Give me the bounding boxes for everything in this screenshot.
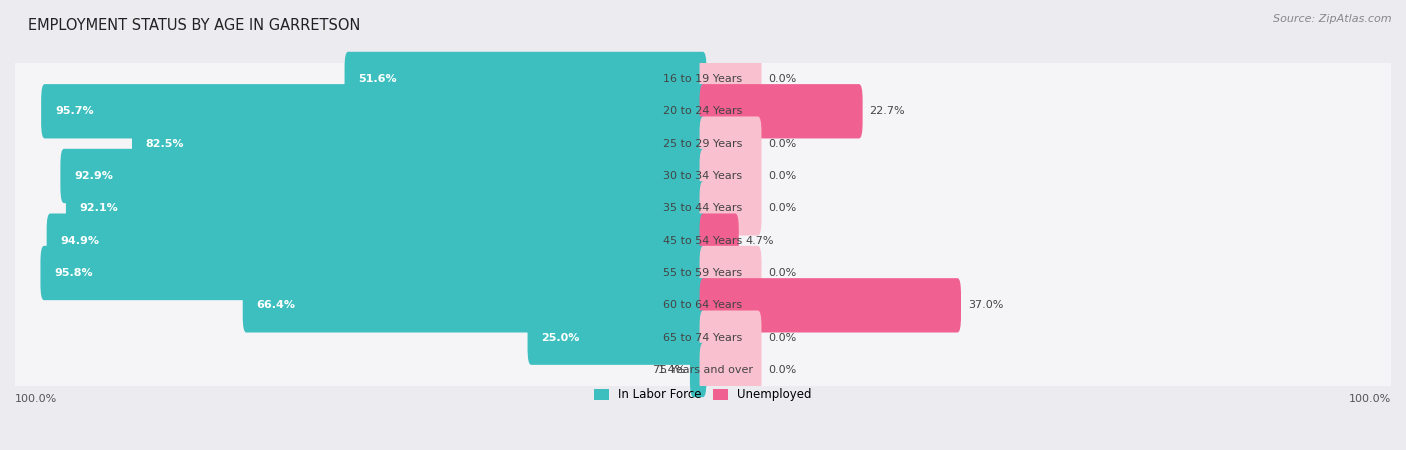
FancyBboxPatch shape <box>66 181 706 235</box>
Text: 65 to 74 Years: 65 to 74 Years <box>664 333 742 342</box>
Text: 45 to 54 Years: 45 to 54 Years <box>664 236 742 246</box>
Text: 37.0%: 37.0% <box>967 300 1004 310</box>
FancyBboxPatch shape <box>46 213 706 268</box>
Text: 92.1%: 92.1% <box>80 203 118 213</box>
Text: 0.0%: 0.0% <box>768 268 797 278</box>
FancyBboxPatch shape <box>690 343 706 397</box>
FancyBboxPatch shape <box>0 296 1406 380</box>
Text: 66.4%: 66.4% <box>256 300 295 310</box>
Text: 0.0%: 0.0% <box>768 139 797 148</box>
Text: 25 to 29 Years: 25 to 29 Years <box>664 139 742 148</box>
FancyBboxPatch shape <box>41 84 706 139</box>
FancyBboxPatch shape <box>0 69 1406 153</box>
Text: 4.7%: 4.7% <box>745 236 775 246</box>
FancyBboxPatch shape <box>700 343 762 397</box>
Text: 55 to 59 Years: 55 to 59 Years <box>664 268 742 278</box>
Text: 20 to 24 Years: 20 to 24 Years <box>664 106 742 116</box>
FancyBboxPatch shape <box>700 117 762 171</box>
Text: 22.7%: 22.7% <box>869 106 905 116</box>
Legend: In Labor Force, Unemployed: In Labor Force, Unemployed <box>589 384 817 406</box>
Text: 100.0%: 100.0% <box>15 394 58 404</box>
Text: 30 to 34 Years: 30 to 34 Years <box>664 171 742 181</box>
FancyBboxPatch shape <box>0 102 1406 186</box>
FancyBboxPatch shape <box>700 213 738 268</box>
FancyBboxPatch shape <box>700 149 762 203</box>
Text: 94.9%: 94.9% <box>60 236 100 246</box>
Text: 25.0%: 25.0% <box>541 333 579 342</box>
Text: 0.0%: 0.0% <box>768 203 797 213</box>
Text: 95.7%: 95.7% <box>55 106 94 116</box>
FancyBboxPatch shape <box>700 278 960 333</box>
Text: 35 to 44 Years: 35 to 44 Years <box>664 203 742 213</box>
Text: 0.0%: 0.0% <box>768 333 797 342</box>
Text: 0.0%: 0.0% <box>768 171 797 181</box>
FancyBboxPatch shape <box>527 310 706 365</box>
FancyBboxPatch shape <box>344 52 706 106</box>
FancyBboxPatch shape <box>243 278 706 333</box>
FancyBboxPatch shape <box>700 310 762 365</box>
FancyBboxPatch shape <box>700 52 762 106</box>
Text: 0.0%: 0.0% <box>768 74 797 84</box>
Text: 95.8%: 95.8% <box>55 268 93 278</box>
FancyBboxPatch shape <box>0 231 1406 315</box>
Text: 16 to 19 Years: 16 to 19 Years <box>664 74 742 84</box>
FancyBboxPatch shape <box>0 328 1406 412</box>
FancyBboxPatch shape <box>0 134 1406 218</box>
FancyBboxPatch shape <box>700 84 863 139</box>
Text: 51.6%: 51.6% <box>359 74 396 84</box>
Text: 75 Years and over: 75 Years and over <box>652 365 754 375</box>
FancyBboxPatch shape <box>132 117 706 171</box>
Text: 100.0%: 100.0% <box>1348 394 1391 404</box>
FancyBboxPatch shape <box>0 263 1406 347</box>
Text: 60 to 64 Years: 60 to 64 Years <box>664 300 742 310</box>
Text: EMPLOYMENT STATUS BY AGE IN GARRETSON: EMPLOYMENT STATUS BY AGE IN GARRETSON <box>28 18 360 33</box>
FancyBboxPatch shape <box>60 149 706 203</box>
FancyBboxPatch shape <box>700 246 762 300</box>
Text: 82.5%: 82.5% <box>146 139 184 148</box>
Text: 1.4%: 1.4% <box>658 365 686 375</box>
FancyBboxPatch shape <box>0 198 1406 283</box>
Text: 92.9%: 92.9% <box>75 171 112 181</box>
Text: 0.0%: 0.0% <box>768 365 797 375</box>
Text: Source: ZipAtlas.com: Source: ZipAtlas.com <box>1274 14 1392 23</box>
FancyBboxPatch shape <box>0 166 1406 250</box>
FancyBboxPatch shape <box>0 37 1406 121</box>
FancyBboxPatch shape <box>41 246 706 300</box>
FancyBboxPatch shape <box>700 181 762 235</box>
